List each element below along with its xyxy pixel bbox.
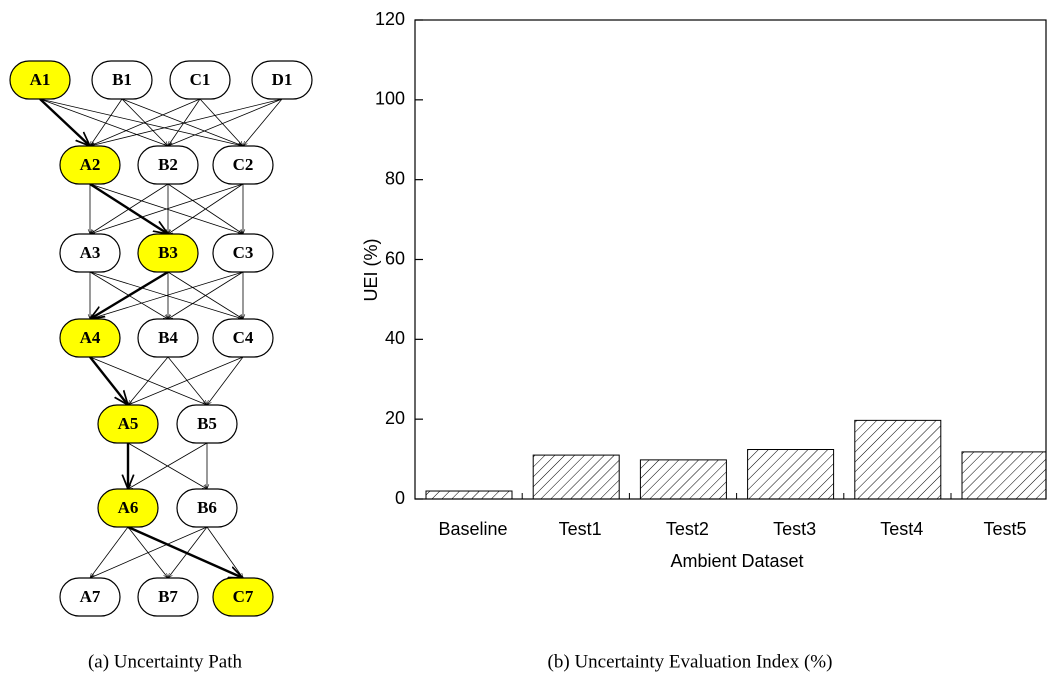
bar (961, 451, 1047, 500)
edge (167, 356, 207, 405)
edge (168, 271, 244, 319)
node (9, 60, 71, 100)
path-edge (127, 525, 243, 580)
x-tick-label: Test1 (559, 519, 602, 539)
path-edge (39, 98, 90, 146)
edge (39, 98, 243, 146)
node-label: C2 (233, 155, 254, 174)
chart-caption: (b) Uncertainty Evaluation Index (%) (548, 651, 833, 672)
y-axis-label: UEI (%) (361, 239, 381, 302)
edge (206, 526, 243, 578)
node (212, 145, 274, 185)
x-axis-label: Ambient Dataset (670, 551, 803, 571)
node-label: A1 (30, 70, 51, 89)
edge (90, 183, 244, 234)
y-tick-label: 0 (395, 488, 405, 508)
node (137, 233, 199, 273)
edge (90, 271, 244, 319)
node (59, 233, 121, 273)
node-label: B7 (158, 587, 178, 606)
node-label: B5 (197, 414, 217, 433)
node (176, 404, 238, 444)
y-tick-label: 80 (385, 168, 405, 188)
x-tick-label: Test5 (983, 519, 1026, 539)
path-edge (90, 270, 169, 319)
node-label: A5 (118, 414, 139, 433)
node (169, 60, 231, 100)
edge (90, 183, 169, 234)
edge (90, 526, 129, 578)
node (59, 577, 121, 617)
node-label: B4 (158, 328, 178, 347)
node-label: A4 (80, 328, 101, 347)
edge (128, 356, 244, 406)
node (91, 60, 153, 100)
edge (128, 356, 169, 405)
path-edge (89, 356, 128, 405)
y-tick-label: 20 (385, 408, 405, 428)
edge (243, 98, 283, 146)
y-tick-label: 60 (385, 248, 405, 268)
node-label: A2 (80, 155, 101, 174)
node (212, 233, 274, 273)
edge (168, 183, 244, 234)
edge (90, 98, 123, 146)
node (212, 318, 274, 358)
y-tick-label: 100 (375, 89, 405, 109)
edge (168, 98, 283, 147)
plot-frame (414, 19, 1047, 500)
bar (425, 490, 513, 500)
node-label: C7 (233, 587, 254, 606)
node-label: B6 (197, 498, 217, 517)
node-label: A6 (118, 498, 139, 517)
node-label: D1 (272, 70, 293, 89)
edge (90, 98, 283, 146)
edge (168, 526, 208, 578)
edge (168, 98, 201, 146)
node (97, 404, 159, 444)
diagram-caption: (a) Uncertainty Path (88, 651, 243, 672)
node-label: B3 (158, 243, 178, 262)
node-label: C1 (190, 70, 211, 89)
x-tick-label: Baseline (438, 519, 507, 539)
node (137, 318, 199, 358)
edge (39, 98, 168, 146)
bar (747, 449, 835, 500)
node (176, 488, 238, 528)
node (251, 60, 313, 100)
node (137, 145, 199, 185)
bar (639, 459, 727, 500)
node-label: C3 (233, 243, 254, 262)
node (59, 318, 121, 358)
x-tick-label: Test4 (880, 519, 923, 539)
node-label: C4 (233, 328, 254, 347)
x-tick-label: Test3 (773, 519, 816, 539)
node-label: B1 (112, 70, 132, 89)
node (59, 145, 121, 185)
y-tick-label: 40 (385, 328, 405, 348)
edge (90, 98, 201, 147)
node-label: A3 (80, 243, 101, 262)
node (137, 577, 199, 617)
y-tick-label: 120 (375, 9, 405, 29)
x-tick-label: Test2 (666, 519, 709, 539)
edge (128, 442, 208, 489)
node-label: A7 (80, 587, 101, 606)
edge (90, 526, 208, 579)
edge (207, 356, 244, 405)
node (212, 577, 274, 617)
node-label: B2 (158, 155, 178, 174)
bar (854, 419, 942, 500)
edge (121, 98, 243, 147)
bar (532, 454, 620, 500)
edge (199, 98, 243, 146)
node (97, 488, 159, 528)
